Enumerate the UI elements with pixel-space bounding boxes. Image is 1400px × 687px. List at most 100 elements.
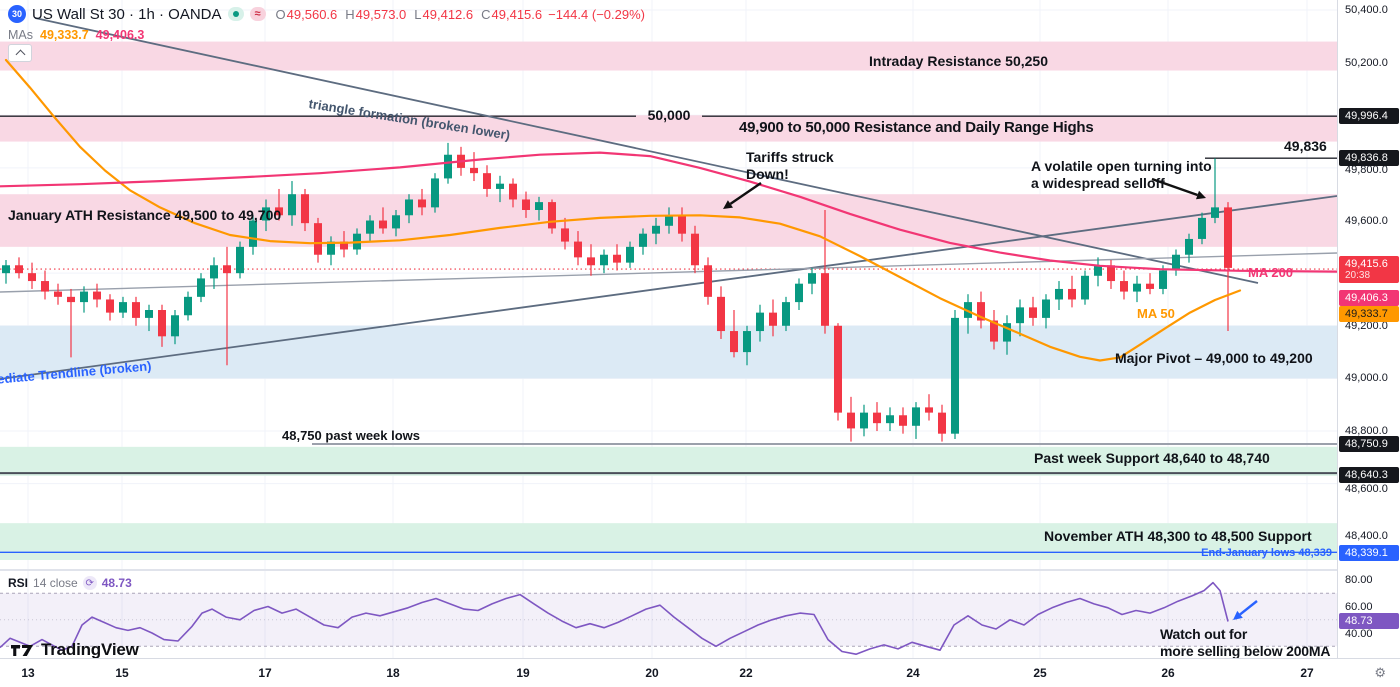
annotation-ma200-label[interactable]: MA 200 <box>1248 265 1294 280</box>
candle-body <box>704 265 712 297</box>
annotation-intraday-resistance[interactable]: Intraday Resistance 50,250 <box>869 53 1048 69</box>
annotation-range-highs[interactable]: 49,900 to 50,000 Resistance and Daily Ra… <box>739 119 1094 136</box>
annotation-watch-out[interactable]: Watch out for more selling below 200MA <box>1160 626 1331 658</box>
triangle-upper-trendline[interactable] <box>34 17 1259 284</box>
rsi-legend: RSI 14 close ⟳ 48.73 <box>8 576 132 590</box>
candle-body <box>691 233 699 266</box>
major-pivot-band[interactable] <box>0 325 1337 379</box>
candle-body <box>340 241 348 250</box>
market-open-dot-icon[interactable] <box>227 7 244 21</box>
minor-horizontal-trendline[interactable] <box>0 252 1337 293</box>
range-highs-band[interactable] <box>0 115 1337 142</box>
tariffs-arrow[interactable] <box>729 182 762 205</box>
ma200-legend-value: 49,406.3 <box>95 28 145 42</box>
price-chart <box>0 0 1337 658</box>
candle-body <box>756 312 764 332</box>
level-48750-label[interactable]: 48,750.9 <box>1339 436 1399 452</box>
annotation-past-week-support[interactable]: Past week Support 48,640 to 48,740 <box>1034 450 1270 466</box>
level-48339-label[interactable]: 48,339.1 <box>1339 545 1399 561</box>
candle-body <box>67 296 75 303</box>
rsi-indicator-params: 14 close <box>33 576 78 590</box>
rsi-refresh-icon[interactable]: ⟳ <box>82 576 97 590</box>
annotation-end-january-lows[interactable]: End-January lows 48,339 <box>1201 547 1332 559</box>
tradingview-logo[interactable]: TradingView <box>10 640 139 658</box>
time-tick-label: 25 <box>1033 666 1047 680</box>
symbol-legend: 30 US Wall St 30 · 1h · OANDA ≈ O 49,560.… <box>8 4 645 62</box>
candle-body <box>119 302 127 313</box>
candle-body <box>912 407 920 426</box>
price-tick-label: 48,600.0 <box>1345 483 1388 495</box>
time-tick-label: 19 <box>516 666 530 680</box>
level-49836-label[interactable]: 49,836.8 <box>1339 150 1399 166</box>
candle-body <box>1068 288 1076 300</box>
candle-body <box>171 315 179 337</box>
broken-immediate-trendline[interactable] <box>0 195 1337 380</box>
watchout-arrow[interactable] <box>1239 600 1258 616</box>
annotation-ma50-label[interactable]: MA 50 <box>1137 306 1175 321</box>
collapse-pane-button[interactable] <box>8 44 32 62</box>
chart-canvas[interactable]: Intraday Resistance 50,250 50,000 49,900 t… <box>0 0 1337 658</box>
price-tick-label: 49,800.0 <box>1345 164 1388 176</box>
annotation-level-49836-chart-label[interactable]: 49,836 <box>1284 138 1327 154</box>
candle-body <box>1133 283 1141 292</box>
november-ath-band[interactable] <box>0 523 1337 560</box>
price-axis[interactable]: 50,400.0 50,200.0 49,800.0 49,600.0 49,200.0… <box>1337 0 1400 658</box>
price-tick-label: 40.00 <box>1345 628 1373 640</box>
tradingview-glyph-icon <box>11 645 33 656</box>
rsi-indicator-name[interactable]: RSI <box>8 576 29 590</box>
candle-body <box>1055 288 1063 300</box>
annotation-layer: Intraday Resistance 50,250 50,000 49,900 t… <box>0 53 1332 658</box>
candle-body <box>1042 299 1050 318</box>
candle-body <box>418 199 426 208</box>
annotation-fifty-thousand-label[interactable]: 50,000 <box>647 107 691 123</box>
symbol-logo: 30 <box>8 5 26 23</box>
annotation-past-week-lows[interactable]: 48,750 past week lows <box>282 428 421 443</box>
ma200-price-label[interactable]: 49,406.3 <box>1339 290 1399 306</box>
current-price-label[interactable]: 49,415.6 20:38 <box>1339 256 1399 283</box>
level-49996-label[interactable]: 49,996.4 <box>1339 108 1399 124</box>
ohlc-values: O 49,560.6 H 49,573.0 L 49,412.6 C 49,415.6 <box>276 7 543 22</box>
level-48640-label[interactable]: 48,640.3 <box>1339 467 1399 483</box>
candle-body <box>548 202 556 229</box>
annotation-november-ath[interactable]: November ATH 48,300 to 48,500 Support <box>1044 528 1312 544</box>
candle-body <box>54 291 62 297</box>
time-tick-label: 18 <box>386 666 400 680</box>
approx-price-icon[interactable]: ≈ <box>249 7 266 21</box>
rsi-value-label[interactable]: 48.73 <box>1339 613 1399 629</box>
candle-body <box>1198 217 1206 239</box>
price-tick-label: 48,400.0 <box>1345 530 1388 542</box>
annotation-tariffs-struck-down[interactable]: Tariffs struck Down! <box>746 149 834 182</box>
ma50-price-label[interactable]: 49,333.7 <box>1339 306 1399 322</box>
candle-body <box>574 241 582 258</box>
tariffs-arrow-head-icon[interactable] <box>723 200 733 209</box>
ohlc-o: O 49,560.6 <box>275 6 338 22</box>
symbol-title[interactable]: US Wall St 30 · 1h · OANDA <box>32 5 222 23</box>
green-dot-icon <box>232 11 239 17</box>
selloff-arrow[interactable] <box>1151 177 1198 197</box>
candle-body <box>405 199 413 216</box>
candle-body <box>613 254 621 263</box>
annotation-major-pivot[interactable]: Major Pivot – 49,000 to 49,200 <box>1115 350 1313 366</box>
candle-body <box>587 257 595 266</box>
watchout-arrow-head-icon[interactable] <box>1233 610 1243 620</box>
candle-body <box>80 291 88 303</box>
candle-body <box>1003 323 1011 342</box>
time-tick-label: 15 <box>115 666 129 680</box>
candle-body <box>977 302 985 321</box>
mas-label: MAs <box>8 28 33 42</box>
timezone-settings-gear-icon[interactable]: ⚙ <box>1374 665 1386 680</box>
time-tick-label: 27 <box>1300 666 1314 680</box>
candle-body <box>1185 238 1193 255</box>
annotation-january-ath[interactable]: January ATH Resistance 49,500 to 49,700 <box>8 207 282 223</box>
annotation-volatile-open[interactable]: A volatile open turning into a widesprea… <box>1031 158 1212 191</box>
intraday-resistance-band[interactable] <box>0 41 1337 71</box>
candle-body <box>379 220 387 229</box>
candle-body <box>327 241 335 255</box>
past-week-support-band[interactable] <box>0 446 1337 476</box>
candle-body <box>236 246 244 274</box>
selloff-arrow-head-icon[interactable] <box>1196 190 1206 200</box>
time-axis[interactable]: 13 15 17 18 19 20 22 24 25 26 27 ⚙ <box>0 658 1400 687</box>
candle-body <box>834 325 842 413</box>
candle-body <box>288 194 296 216</box>
